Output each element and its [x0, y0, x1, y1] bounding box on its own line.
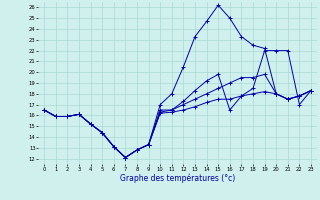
X-axis label: Graphe des températures (°c): Graphe des températures (°c)	[120, 173, 235, 183]
